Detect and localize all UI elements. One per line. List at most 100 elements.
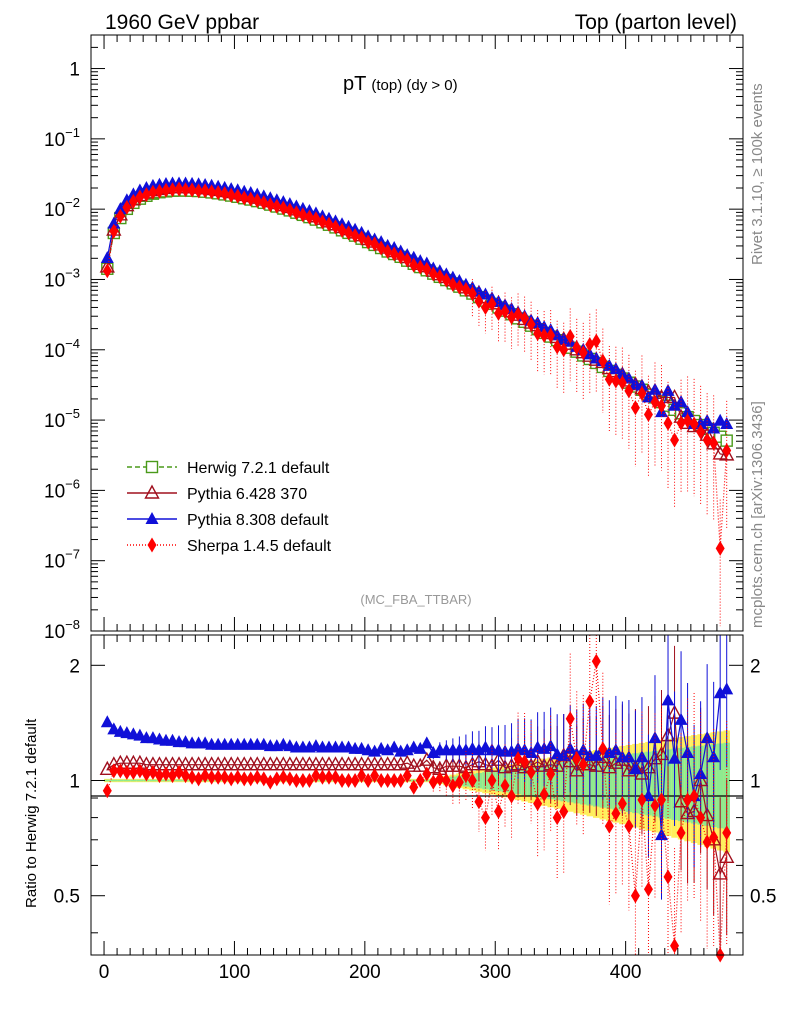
sherpa-1-4-5-default-ratio-point — [428, 774, 438, 790]
sherpa-1-4-5-default-point — [246, 191, 256, 207]
sherpa-1-4-5-default-point — [363, 234, 373, 250]
rivet-label: Rivet 3.1.10, ≥ 100k events — [749, 83, 766, 265]
sherpa-1-4-5-default-ratio-point — [637, 792, 647, 808]
sherpa-1-4-5-default-ratio-point — [461, 768, 471, 784]
sherpa-1-4-5-default-ratio-point — [520, 754, 530, 770]
sherpa-1-4-5-default-point — [285, 202, 295, 218]
sherpa-1-4-5-default-point — [174, 181, 184, 197]
sherpa-1-4-5-default-ratio-point — [259, 771, 269, 787]
sherpa-1-4-5-default-ratio-point — [598, 741, 608, 757]
sherpa-1-4-5-default-point — [670, 432, 680, 448]
legend-marker-pythia-6-428-370 — [144, 484, 160, 499]
sherpa-1-4-5-default-point — [467, 286, 477, 302]
sherpa-1-4-5-default-point — [611, 373, 621, 389]
sherpa-1-4-5-default-ratio-point — [344, 773, 354, 789]
sherpa-1-4-5-default-ratio-point — [291, 773, 301, 789]
sherpa-1-4-5-default-ratio-point — [494, 803, 503, 819]
sherpa-1-4-5-default-ratio-point — [213, 769, 223, 785]
sherpa-1-4-5-default-ratio-point — [226, 771, 236, 787]
pythia-6-428-370-ratio-point — [419, 751, 435, 766]
sherpa-1-4-5-default-point — [637, 385, 647, 401]
sherpa-1-4-5-default-point — [696, 424, 706, 440]
ratio-y-tick-label-left: 1 — [69, 772, 80, 793]
sherpa-1-4-5-default-point — [213, 185, 223, 201]
pythia-6-428-370-point — [719, 446, 735, 461]
sherpa-1-4-5-default-ratio-point — [513, 751, 523, 767]
main-y-tick-label: 10−2 — [44, 195, 80, 221]
main-y-tick-label: 10−7 — [44, 547, 80, 573]
sherpa-1-4-5-default-ratio-point — [311, 768, 321, 784]
sherpa-1-4-5-default-point — [598, 353, 608, 369]
pythia-6-428-370-ratio-point — [699, 807, 715, 822]
sherpa-1-4-5-default-ratio-point — [187, 769, 197, 785]
sherpa-1-4-5-default-point — [148, 184, 158, 200]
sherpa-1-4-5-default-point — [337, 222, 347, 238]
pythia-8-308-default-ratio-point — [648, 731, 662, 744]
legend-marker-pythia-8-308-default — [145, 512, 159, 524]
sherpa-1-4-5-default-ratio-point — [252, 769, 262, 785]
sherpa-1-4-5-default-ratio-point — [285, 771, 295, 787]
sherpa-1-4-5-default-point — [272, 198, 282, 214]
pythia-8-308-default-point — [713, 413, 727, 426]
sherpa-1-4-5-default-ratio-point — [643, 881, 653, 897]
sherpa-1-4-5-default-ratio-point — [435, 771, 445, 787]
sherpa-1-4-5-default-ratio-point — [480, 810, 490, 826]
sherpa-1-4-5-default-ratio-point — [337, 773, 347, 789]
sherpa-1-4-5-default-point — [317, 214, 327, 230]
sherpa-1-4-5-default-ratio-point — [324, 769, 334, 785]
x-tick-label: 100 — [219, 962, 251, 983]
sherpa-1-4-5-default-ratio-point — [572, 751, 582, 767]
sherpa-1-4-5-default-point — [624, 383, 634, 399]
pythia-8-308-default-point — [707, 421, 721, 434]
sherpa-1-4-5-default-point — [298, 207, 308, 223]
pythia-6-428-370-ratio-point — [451, 757, 468, 772]
sherpa-1-4-5-default-point — [533, 326, 543, 342]
pythia-8-308-default-ratio-point — [628, 762, 642, 775]
sherpa-1-4-5-default-point — [324, 216, 334, 232]
ratio-band-green — [130, 779, 137, 782]
sherpa-1-4-5-default-point — [128, 193, 138, 209]
sherpa-1-4-5-default-point — [441, 272, 451, 288]
ratio-y-axis-label: Ratio to Herwig 7.2.1 default — [23, 718, 40, 908]
pythia-8-308-default-point — [615, 367, 629, 380]
sherpa-1-4-5-default-point — [383, 243, 393, 259]
sherpa-1-4-5-default-ratio-point — [141, 766, 151, 782]
pythia-8-308-default-point — [107, 216, 121, 229]
sherpa-1-4-5-default-point — [494, 305, 503, 321]
mcplots-label: mcplots.cern.ch [arXiv:1306.3436] — [749, 401, 766, 628]
header-right: Top (parton level) — [575, 11, 737, 34]
sherpa-1-4-5-default-point — [220, 186, 230, 202]
sherpa-1-4-5-default-ratio-point — [363, 773, 373, 789]
pythia-8-308-default-ratio-point — [720, 682, 734, 695]
pythia-8-308-default-ratio-point — [681, 746, 695, 759]
sherpa-1-4-5-default-point — [409, 257, 419, 273]
sherpa-1-4-5-default-point — [585, 336, 595, 352]
sherpa-1-4-5-default-ratio-point — [415, 773, 425, 789]
sherpa-1-4-5-default-point — [259, 195, 269, 211]
sherpa-1-4-5-default-point — [520, 310, 530, 326]
sherpa-1-4-5-default-point — [500, 304, 510, 320]
sherpa-1-4-5-default-point — [539, 327, 549, 343]
sherpa-1-4-5-default-ratio-point — [507, 788, 517, 804]
pythia-8-308-default-ratio-point — [661, 693, 675, 706]
sherpa-1-4-5-default-point — [194, 183, 204, 199]
sherpa-1-4-5-default-ratio-point — [115, 763, 125, 779]
pythia-8-308-default-point — [720, 416, 734, 429]
sherpa-1-4-5-default-point — [657, 398, 666, 414]
sherpa-1-4-5-default-ratio-point — [174, 764, 184, 780]
pythia-8-308-default-ratio-point — [100, 715, 114, 728]
ratio-band-green — [117, 779, 124, 782]
sherpa-1-4-5-default-point — [161, 182, 171, 198]
sherpa-1-4-5-default-point — [709, 435, 719, 451]
sherpa-1-4-5-default-ratio-point — [559, 803, 569, 819]
sherpa-1-4-5-default-ratio-point — [617, 796, 627, 812]
ratio-band-green — [104, 779, 111, 782]
sherpa-1-4-5-default-ratio-point — [389, 773, 399, 789]
sherpa-1-4-5-default-point — [591, 333, 601, 349]
sherpa-1-4-5-default-ratio-point — [220, 769, 230, 785]
sherpa-1-4-5-default-ratio-point — [604, 818, 614, 834]
sherpa-1-4-5-default-ratio-point — [722, 825, 732, 841]
ratio-y-tick-label-right: 0.5 — [750, 887, 776, 908]
sherpa-1-4-5-default-point — [122, 199, 132, 215]
